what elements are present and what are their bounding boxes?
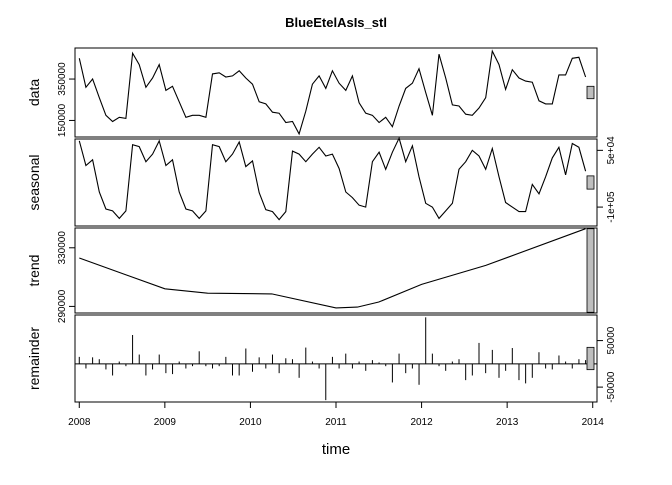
x-axis: 2008 2009 2010 2011 2012 2013 2014 — [68, 402, 604, 428]
x-tick-label: 2008 — [68, 417, 91, 428]
data-scale-bar — [586, 85, 595, 100]
panel-seasonal: -1e+05 5e+04 seasonal — [26, 136, 617, 227]
seasonal-y-tick-label: 5e+04 — [606, 136, 617, 165]
trend-scale-bar — [586, 228, 595, 313]
data-axis-label: data — [26, 79, 42, 106]
panel-remainder-frame — [74, 314, 598, 403]
trend-series-line — [79, 228, 586, 309]
x-tick-label: 2014 — [582, 417, 605, 428]
seasonal-series-line — [78, 136, 587, 221]
x-tick-label: 2013 — [496, 417, 519, 428]
seasonal-axis-label: seasonal — [26, 154, 42, 210]
panel-trend: 290000 330000 trend — [26, 227, 598, 323]
trend-y-tick-label: 330000 — [57, 231, 68, 265]
data-y-tick-label: 350000 — [57, 62, 68, 96]
seasonal-scale-bar — [586, 175, 595, 190]
seasonal-y-tick-label: -1e+05 — [606, 191, 617, 223]
x-tick-label: 2011 — [325, 417, 347, 428]
data-series-line — [78, 49, 587, 136]
remainder-scale-bar — [586, 346, 595, 371]
trend-axis-label: trend — [26, 255, 42, 287]
x-tick-label: 2012 — [410, 417, 433, 428]
x-tick-label: 2009 — [154, 417, 177, 428]
panel-data: 150000 350000 data — [26, 47, 598, 138]
chart-title: BlueEtelAsIs_stl — [285, 15, 387, 30]
remainder-axis-label: remainder — [26, 327, 42, 390]
x-axis-label: time — [322, 441, 350, 458]
remainder-y-tick-label: 50000 — [606, 326, 617, 354]
data-y-tick-label: 150000 — [57, 103, 68, 137]
panels-group: 150000 350000 data -1e+05 5e+04 seasonal 29000… — [26, 47, 617, 403]
trend-y-tick-label: 290000 — [57, 289, 68, 323]
panel-data-frame — [74, 47, 598, 138]
remainder-y-tick-label: -50000 — [606, 371, 617, 403]
x-tick-label: 2010 — [239, 417, 262, 428]
panel-remainder: -50000 50000 remainder — [26, 314, 617, 403]
panel-trend-frame — [74, 227, 598, 314]
panel-seasonal-frame — [74, 138, 598, 227]
